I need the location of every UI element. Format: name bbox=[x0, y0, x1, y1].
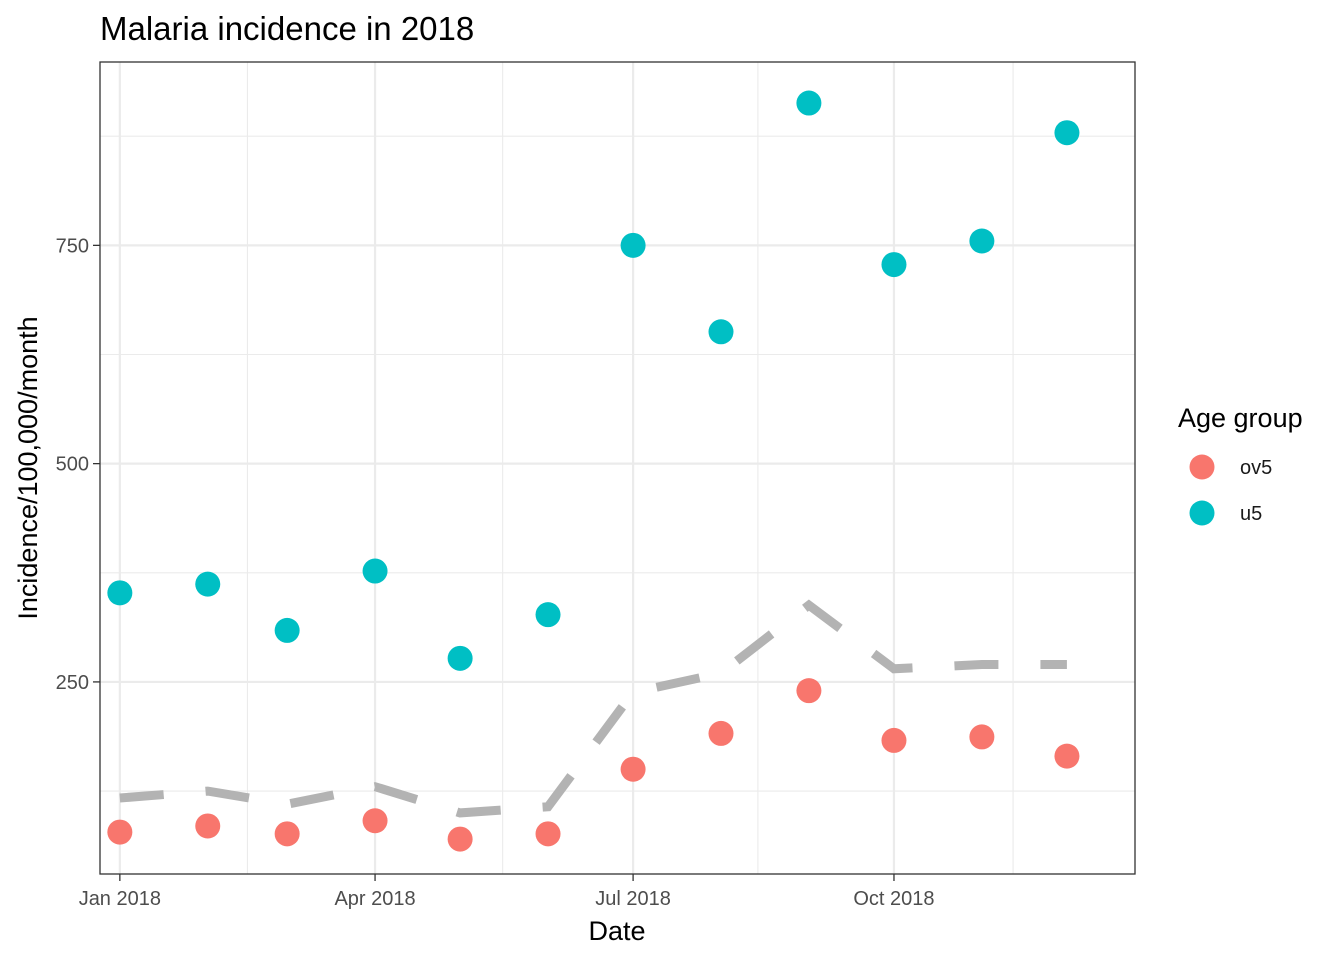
y-tick-label: 750 bbox=[56, 235, 89, 257]
point-ov5 bbox=[447, 826, 473, 852]
point-ov5 bbox=[796, 678, 822, 704]
point-ov5 bbox=[969, 724, 995, 750]
point-u5 bbox=[107, 580, 133, 606]
y-axis: 250 500 750 bbox=[56, 235, 100, 694]
legend-key-ov5 bbox=[1189, 454, 1215, 480]
legend-key-u5 bbox=[1189, 500, 1215, 526]
legend-label-ov5: ov5 bbox=[1240, 457, 1272, 479]
plot-background bbox=[100, 62, 1135, 874]
point-u5 bbox=[362, 558, 388, 584]
major-grid bbox=[100, 62, 1135, 874]
point-ov5 bbox=[195, 813, 221, 839]
x-tick-label: Jul 2018 bbox=[595, 888, 671, 910]
point-u5 bbox=[620, 232, 646, 258]
x-axis-title: Date bbox=[588, 916, 645, 946]
point-u5 bbox=[1054, 120, 1080, 146]
point-ov5 bbox=[362, 808, 388, 834]
point-u5 bbox=[195, 571, 221, 597]
point-u5 bbox=[535, 602, 561, 628]
legend: Age group ov5 u5 bbox=[1178, 403, 1303, 526]
point-ov5 bbox=[881, 727, 907, 753]
point-u5 bbox=[796, 90, 822, 116]
point-ov5 bbox=[535, 821, 561, 847]
reference-line bbox=[119, 599, 1067, 818]
y-tick-label: 250 bbox=[56, 672, 89, 694]
point-u5 bbox=[447, 645, 473, 671]
point-u5 bbox=[708, 319, 734, 345]
minor-grid bbox=[100, 62, 1135, 874]
point-ov5 bbox=[708, 720, 734, 746]
point-ov5 bbox=[620, 756, 646, 782]
plot-border bbox=[99, 61, 1136, 875]
chart-title: Malaria incidence in 2018 bbox=[100, 10, 474, 47]
point-u5 bbox=[881, 252, 907, 278]
x-tick-label: Oct 2018 bbox=[853, 888, 934, 910]
point-ov5 bbox=[107, 819, 133, 845]
legend-label-u5: u5 bbox=[1240, 503, 1262, 525]
point-u5 bbox=[969, 228, 995, 254]
y-tick-label: 500 bbox=[56, 454, 89, 476]
x-tick-label: Apr 2018 bbox=[334, 888, 415, 910]
x-axis: Jan 2018 Apr 2018 Jul 2018 Oct 2018 bbox=[79, 874, 935, 910]
x-tick-label: Jan 2018 bbox=[79, 888, 161, 910]
legend-title: Age group bbox=[1178, 403, 1303, 433]
y-axis-title: Incidence/100,000/month bbox=[13, 316, 43, 619]
reference-line-path bbox=[119, 599, 1067, 818]
point-ov5 bbox=[1054, 743, 1080, 769]
data-points bbox=[107, 90, 1080, 852]
point-u5 bbox=[274, 617, 300, 643]
point-ov5 bbox=[274, 821, 300, 847]
